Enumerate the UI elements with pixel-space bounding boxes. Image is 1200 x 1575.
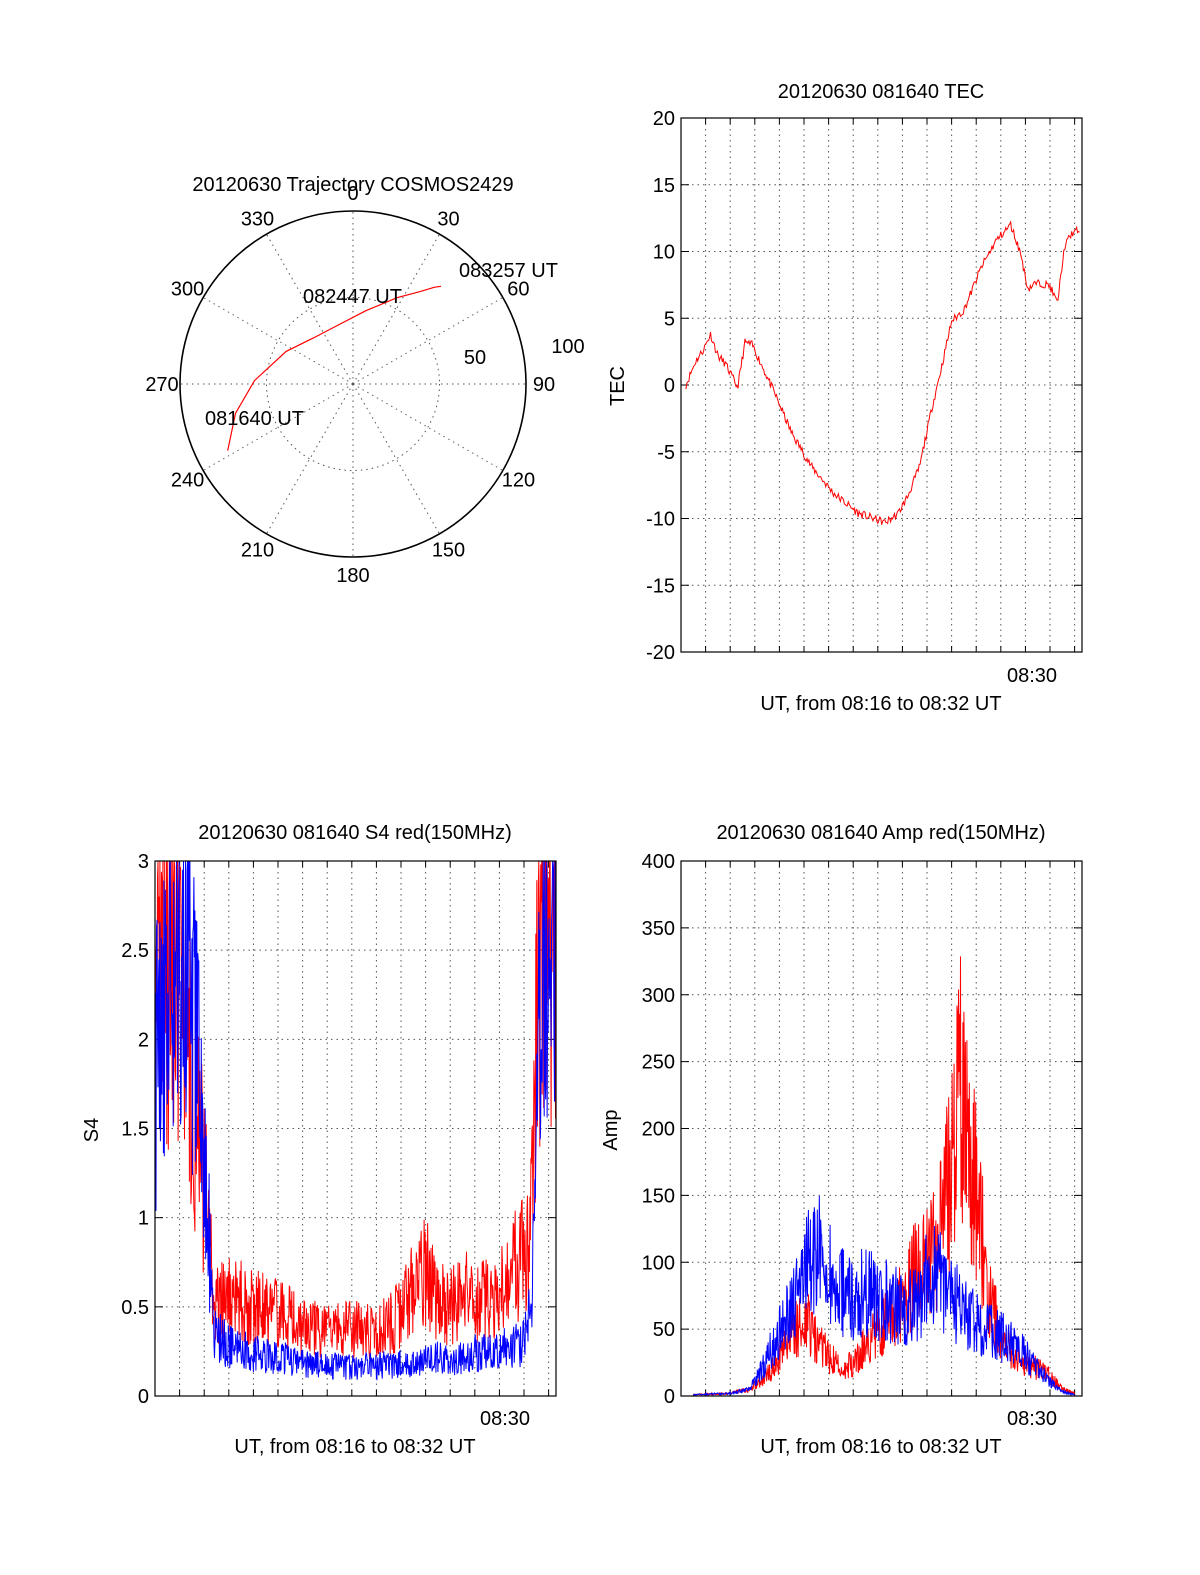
polar-spoke (202, 383, 354, 471)
polar-spoke (202, 297, 354, 385)
tec-y-tick-label: 15 (653, 175, 675, 197)
amp-y-tick-label: 100 (642, 1252, 675, 1274)
polar-grid (180, 211, 526, 557)
polar-azimuth-label: 60 (507, 279, 529, 301)
polar-azimuth-label: 180 (336, 565, 369, 587)
amp-y-tick-labels: 400 350 300 250 200 150 100 50 0 (642, 851, 675, 1408)
tec-grid (681, 117, 1082, 653)
trajectory-start-label: 081640 UT (205, 408, 304, 430)
tec-y-tick-label: -15 (646, 575, 675, 597)
polar-spoke (352, 233, 440, 385)
polar-spoke (352, 383, 504, 471)
polar-spoke (352, 297, 504, 385)
s4-panel: 20120630 081640 S4 red(150MHz) 3 2.5 2 1.5 1… (81, 822, 557, 1458)
polar-outer-ring (179, 210, 527, 558)
amp-title: 20120630 081640 Amp red(150MHz) (716, 822, 1045, 844)
tec-panel: 20120630 081640 TEC 20151050-5-10-15-20 … (607, 81, 1083, 715)
s4-series-red (154, 860, 557, 1360)
tec-plot-area (685, 220, 1080, 525)
polar-ring-50 (266, 297, 440, 471)
polar-chart: 20120630 Trajectory COSMOS2429 0 30 60 90 12… (145, 174, 584, 587)
tec-y-tick-label: -10 (646, 509, 675, 531)
s4-y-tick-label: 1.5 (121, 1119, 149, 1141)
polar-azimuth-label: 90 (533, 374, 555, 396)
tec-title: 20120630 081640 TEC (778, 81, 984, 103)
polar-azimuth-label: 270 (145, 374, 178, 396)
amp-x-axis-label: UT, from 08:16 to 08:32 UT (760, 1436, 1001, 1458)
trajectory-end-label: 083257 UT (459, 260, 558, 282)
polar-azimuth-label: 240 (171, 470, 204, 492)
amp-series-blue (692, 1195, 1075, 1397)
polar-azimuth-label: 150 (432, 539, 465, 561)
s4-x-axis-label: UT, from 08:16 to 08:32 UT (234, 1436, 475, 1458)
polar-azimuth-label: 120 (502, 470, 535, 492)
s4-y-tick-label: 2.5 (121, 940, 149, 962)
tec-y-axis-label: TEC (607, 366, 629, 406)
polar-spoke (352, 383, 440, 535)
polar-radial-label-50: 50 (464, 347, 486, 369)
s4-y-tick-label: 2 (138, 1029, 149, 1051)
amp-x-tick-label: 08:30 (1007, 1408, 1057, 1430)
tec-y-tick-label: 20 (653, 108, 675, 130)
polar-azimuth-label: 30 (437, 209, 459, 231)
polar-spoke (266, 233, 354, 385)
polar-azimuth-labels: 0 30 60 90 120 150 180 210 240 270 300 330 (145, 183, 555, 587)
tec-y-tick-label: -5 (657, 442, 675, 464)
s4-frame (154, 860, 557, 1397)
s4-series-blue (154, 860, 557, 1381)
s4-y-axis-label: S4 (81, 1118, 103, 1142)
polar-azimuth-label: 330 (241, 209, 274, 231)
amp-y-tick-label: 250 (642, 1052, 675, 1074)
s4-y-tick-label: 1 (138, 1208, 149, 1230)
polar-title: 20120630 Trajectory COSMOS2429 (192, 174, 513, 196)
trajectory-mid-label: 082447 UT (303, 286, 402, 308)
s4-title: 20120630 081640 S4 red(150MHz) (198, 822, 512, 844)
polar-azimuth-label: 300 (171, 279, 204, 301)
amp-panel: 20120630 081640 Amp red(150MHz) 400 350 30… (600, 822, 1083, 1458)
s4-y-tick-label: 3 (138, 851, 149, 873)
amp-frame (680, 860, 1083, 1397)
tec-y-tick-label: 5 (664, 308, 675, 330)
polar-azimuth-label: 0 (347, 183, 358, 205)
amp-y-tick-label: 350 (642, 918, 675, 940)
polar-radial-label-100: 100 (551, 336, 584, 358)
amp-y-tick-label: 200 (642, 1119, 675, 1141)
tec-y-tick-label: 0 (664, 375, 675, 397)
tec-x-axis-label: UT, from 08:16 to 08:32 UT (760, 693, 1001, 715)
amp-y-tick-label: 0 (664, 1386, 675, 1408)
amp-plot-area (692, 956, 1076, 1397)
amp-y-tick-label: 400 (642, 851, 675, 873)
amp-y-tick-label: 50 (653, 1319, 675, 1341)
tec-x-tick-label: 08:30 (1007, 665, 1057, 687)
s4-y-tick-labels: 3 2.5 2 1.5 1 0.5 0 (121, 851, 149, 1408)
s4-plot-area (154, 860, 557, 1381)
polar-azimuth-label: 210 (241, 539, 274, 561)
tec-frame (680, 117, 1083, 653)
amp-y-tick-label: 150 (642, 1185, 675, 1207)
tec-y-tick-label: 10 (653, 242, 675, 264)
trajectory-track (227, 285, 442, 451)
s4-y-tick-label: 0 (138, 1386, 149, 1408)
tec-y-tick-label: -20 (646, 642, 675, 664)
tec-y-tick-labels: 20 15 10 5 0 -5 -10 -15 -20 (646, 108, 675, 664)
amp-y-axis-label: Amp (600, 1109, 622, 1150)
polar-spoke (266, 383, 354, 535)
amp-y-tick-label: 300 (642, 985, 675, 1007)
s4-y-tick-label: 0.5 (121, 1297, 149, 1319)
s4-x-tick-label: 08:30 (480, 1408, 530, 1430)
tec-series-red (685, 220, 1080, 525)
